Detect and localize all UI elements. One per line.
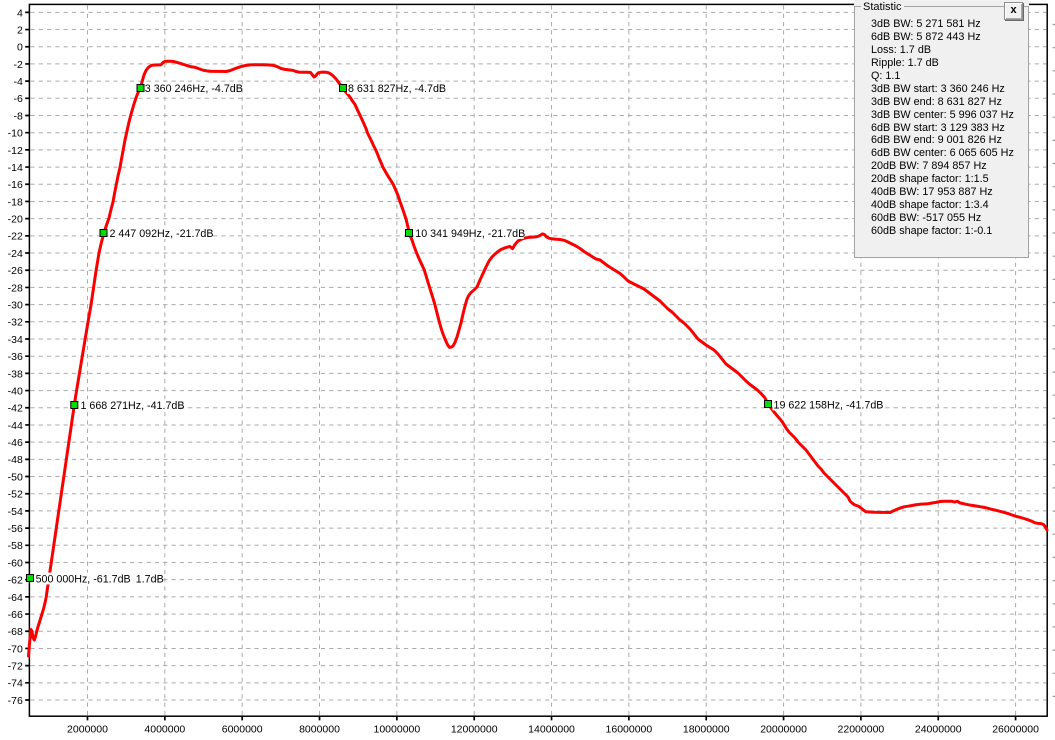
svg-text:0: 0 — [17, 42, 23, 54]
svg-text:4: 4 — [17, 7, 23, 19]
svg-text:-50: -50 — [8, 471, 23, 483]
svg-text:-62: -62 — [8, 575, 23, 587]
svg-text:24000000: 24000000 — [915, 724, 962, 736]
svg-text:-32: -32 — [8, 317, 23, 329]
svg-text:-68: -68 — [8, 626, 23, 638]
svg-text:2: 2 — [17, 24, 23, 36]
svg-text:-58: -58 — [8, 540, 23, 552]
svg-text:-56: -56 — [8, 523, 23, 535]
svg-text:-64: -64 — [8, 592, 23, 604]
svg-text:-36: -36 — [8, 351, 23, 363]
svg-text:-44: -44 — [8, 420, 23, 432]
svg-text:10000000: 10000000 — [374, 724, 421, 736]
svg-text:-40: -40 — [8, 385, 23, 397]
svg-text:6000000: 6000000 — [222, 724, 263, 736]
svg-text:-52: -52 — [8, 489, 23, 501]
svg-text:-10: -10 — [8, 128, 23, 140]
svg-text:16000000: 16000000 — [606, 724, 653, 736]
svg-text:-42: -42 — [8, 403, 23, 415]
svg-text:-26: -26 — [8, 265, 23, 277]
svg-text:18000000: 18000000 — [683, 724, 730, 736]
svg-text:-60: -60 — [8, 557, 23, 569]
svg-text:-6: -6 — [13, 93, 22, 105]
svg-text:-66: -66 — [8, 609, 23, 621]
svg-text:-28: -28 — [8, 282, 23, 294]
svg-text:-12: -12 — [8, 145, 23, 157]
svg-text:10 341 949Hz, -21.7dB: 10 341 949Hz, -21.7dB — [415, 228, 525, 240]
svg-text:26000000: 26000000 — [992, 724, 1039, 736]
svg-text:20000000: 20000000 — [760, 724, 807, 736]
svg-text:-24: -24 — [8, 248, 23, 260]
svg-text:19 622 158Hz, -41.7dB: 19 622 158Hz, -41.7dB — [774, 399, 884, 411]
svg-text:-38: -38 — [8, 368, 23, 380]
svg-text:2000000: 2000000 — [67, 724, 108, 736]
svg-text:-46: -46 — [8, 437, 23, 449]
svg-text:-70: -70 — [8, 643, 23, 655]
svg-text:-8: -8 — [13, 110, 22, 122]
svg-text:-18: -18 — [8, 196, 23, 208]
svg-text:-22: -22 — [8, 231, 23, 243]
svg-text:-30: -30 — [8, 300, 23, 312]
svg-text:500 000Hz, -61.7dB 1.7dB: 500 000Hz, -61.7dB 1.7dB — [36, 573, 164, 585]
svg-text:22000000: 22000000 — [838, 724, 885, 736]
svg-text:-34: -34 — [8, 334, 23, 346]
svg-text:-74: -74 — [8, 678, 23, 690]
svg-text:-20: -20 — [8, 214, 23, 226]
svg-text:-54: -54 — [8, 506, 23, 518]
svg-text:8000000: 8000000 — [299, 724, 340, 736]
svg-text:-72: -72 — [8, 661, 23, 673]
svg-text:-48: -48 — [8, 454, 23, 466]
svg-text:-14: -14 — [8, 162, 23, 174]
svg-text:12000000: 12000000 — [451, 724, 498, 736]
svg-text:14000000: 14000000 — [528, 724, 575, 736]
svg-text:-76: -76 — [8, 695, 23, 707]
svg-text:-16: -16 — [8, 179, 23, 191]
svg-text:2 447 092Hz, -21.7dB: 2 447 092Hz, -21.7dB — [110, 228, 214, 240]
svg-text:8 631 827Hz, -4.7dB: 8 631 827Hz, -4.7dB — [348, 83, 446, 95]
svg-text:-4: -4 — [13, 76, 22, 88]
svg-text:4000000: 4000000 — [144, 724, 185, 736]
svg-text:-2: -2 — [13, 59, 22, 71]
svg-text:1 668 271Hz, -41.7dB: 1 668 271Hz, -41.7dB — [81, 400, 185, 412]
svg-text:3 360 246Hz, -4.7dB: 3 360 246Hz, -4.7dB — [145, 83, 243, 95]
